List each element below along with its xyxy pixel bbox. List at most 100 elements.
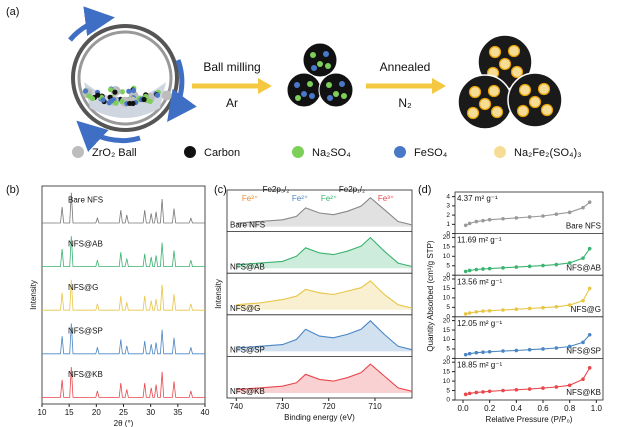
particle [161, 90, 172, 101]
x-tick-label: 710 [368, 402, 382, 411]
surface-area: 12.05 m² g⁻¹ [457, 319, 502, 328]
nfs-dot [466, 106, 480, 120]
y-tick-label: 4 [446, 193, 450, 200]
salt-dot [309, 93, 315, 99]
series-line [236, 236, 413, 268]
data-point [501, 217, 505, 221]
legend-swatch [494, 146, 506, 158]
peak-area [236, 237, 412, 269]
nfs-dot [540, 103, 554, 117]
peak-area [236, 280, 412, 310]
peak-area [236, 197, 412, 227]
particle [106, 100, 112, 106]
data-point [514, 387, 519, 392]
particle [131, 87, 137, 94]
y-tick-label: 20 [443, 317, 451, 324]
data-point [554, 212, 559, 216]
data-point [581, 205, 585, 210]
salt-dot [326, 82, 332, 88]
peak-annotation: Fe²⁺ [321, 194, 337, 203]
step-label: N₂ [398, 96, 412, 110]
x-axis-label: Binding energy (eV) [284, 413, 355, 422]
particle [89, 95, 96, 102]
data-point [554, 262, 559, 267]
data-point [501, 266, 505, 270]
series-line [42, 366, 205, 398]
x-tick-label: 0.8 [564, 404, 576, 413]
salt-dot [333, 91, 339, 97]
data-point [554, 385, 559, 389]
legend: ZrO₂ Ball Carbon Na₂SO₄ FeSO₄ Na₂Fe₂(SO₄)₃ [72, 146, 582, 159]
series-label: NFS@G [571, 305, 601, 314]
data-point [514, 216, 519, 220]
nfs-dot [507, 44, 521, 58]
particle [119, 98, 125, 105]
y-tick-label: 5 [446, 262, 450, 269]
y-tick-label: 5 [446, 387, 450, 394]
data-point [514, 307, 519, 312]
y-tick-label: 15 [443, 285, 451, 292]
y-tick-label: 0 [446, 272, 450, 279]
x-tick-label: 10 [38, 408, 47, 417]
peak-annotation: Fe³⁺ [378, 194, 394, 203]
data-point [581, 298, 585, 303]
y-tick-label: 0 [446, 397, 450, 404]
x-tick-label: 20 [92, 408, 101, 417]
y-tick-label: 20 [443, 234, 451, 241]
data-point [487, 217, 492, 222]
x-tick-label: 40 [201, 408, 210, 417]
y-tick-label: 0 [446, 355, 450, 362]
data-point [541, 347, 545, 351]
data-point [467, 268, 472, 273]
data-point [567, 303, 572, 307]
particle [112, 89, 118, 95]
plot-frame [226, 189, 413, 399]
data-point [587, 200, 592, 204]
annealed-particles [457, 34, 563, 130]
data-point [487, 389, 492, 394]
x-tick-label: 0.6 [537, 404, 549, 413]
data-point [487, 266, 492, 271]
data-point [463, 352, 468, 357]
series-label: NFS@KB [68, 370, 103, 379]
peak-area [236, 364, 412, 393]
salt-dot [310, 52, 316, 58]
particle [126, 88, 132, 94]
salt-dot [339, 81, 345, 87]
y-tick-label: 2 [446, 212, 450, 219]
data-point [501, 388, 505, 393]
salt-dot [341, 93, 347, 99]
nfs-dot [488, 45, 502, 59]
surface-area: 4.37 m² g⁻¹ [457, 194, 498, 203]
y-tick-label: 0 [446, 230, 450, 237]
series-line [42, 192, 205, 224]
peak-annotation: Fe²⁺ [292, 194, 308, 203]
x-tick-label: 720 [322, 402, 336, 411]
series-label: NFS@G [230, 304, 260, 313]
y-tick-label: 10 [443, 378, 451, 385]
series-line [42, 323, 205, 355]
data-point [481, 309, 485, 313]
data-point [481, 218, 485, 223]
data-point [463, 223, 468, 228]
carbon-particle [286, 72, 322, 108]
composite-particles [286, 42, 354, 108]
y-tick-label: 10 [443, 336, 451, 343]
surface-area: 13.56 m² g⁻¹ [457, 277, 502, 286]
x-axis-label: Relative Pressure (P/P₀) [486, 415, 573, 424]
series-label: NFS@SP [230, 346, 265, 355]
data-point [527, 306, 532, 311]
series-label: NFS@SP [68, 327, 103, 336]
data-point [567, 344, 572, 349]
x-tick-label: 1.0 [591, 404, 603, 413]
particle [107, 87, 114, 93]
x-tick-label: 730 [276, 402, 290, 411]
data-point [463, 392, 468, 397]
salt-dot [317, 61, 323, 67]
data-point [581, 377, 585, 382]
x-tick-label: 15 [65, 408, 74, 417]
step-label: Annealed [380, 60, 431, 74]
legend-swatch [394, 146, 406, 158]
peak-area [236, 320, 412, 352]
data-point [514, 348, 519, 353]
